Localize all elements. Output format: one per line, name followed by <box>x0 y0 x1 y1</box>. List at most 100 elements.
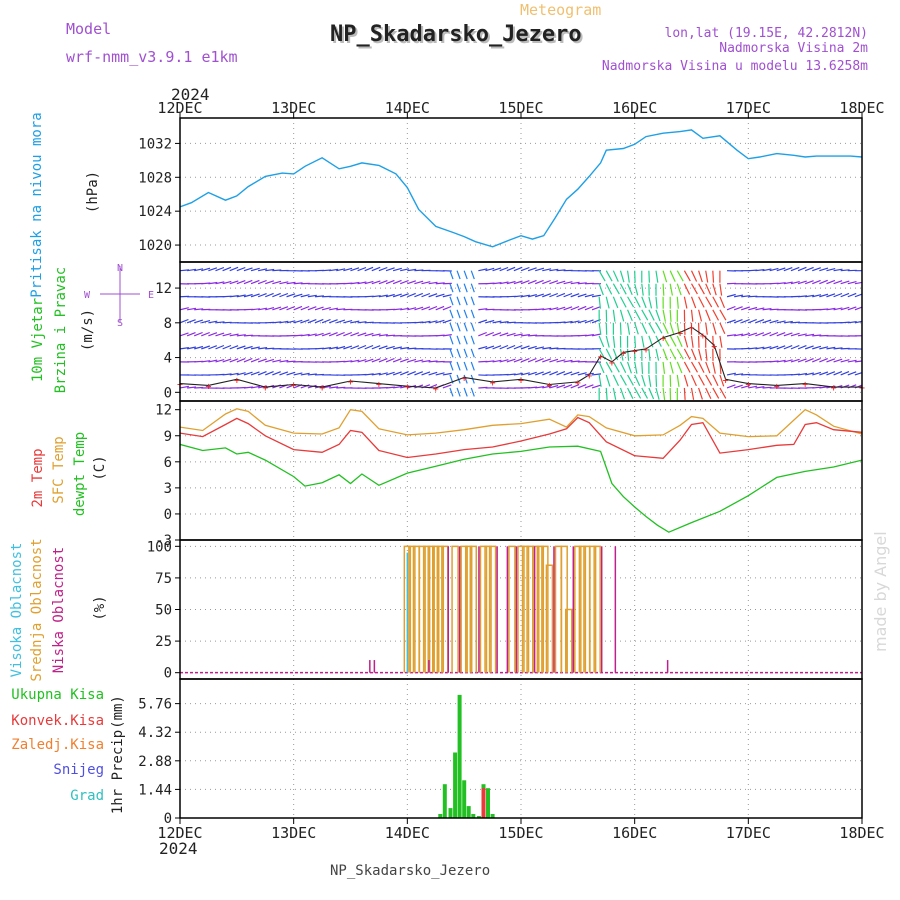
cloud-mid-bar <box>578 545 587 673</box>
wind-barb <box>449 309 454 319</box>
wind-barb <box>343 345 353 350</box>
ytick-label: 12 <box>155 403 172 419</box>
wind-barb <box>598 335 605 348</box>
wind-barb <box>549 292 559 298</box>
wind-barb <box>364 332 374 337</box>
wind-barb <box>293 305 303 311</box>
wind-barb <box>812 279 821 285</box>
ytick-label: 0 <box>164 666 172 682</box>
wind-barb <box>676 348 684 360</box>
wind-barb <box>258 268 268 272</box>
wind-barb <box>186 319 196 324</box>
wind-barb <box>527 371 537 376</box>
wind-barb <box>265 268 275 272</box>
wind-barb <box>612 309 616 322</box>
pressure-unit: (hPa) <box>85 171 101 213</box>
compass-rose-icon: N S W E <box>84 263 154 329</box>
wind-barb <box>428 281 438 285</box>
wind-barb <box>201 267 211 272</box>
wind-barb <box>577 305 587 311</box>
wind-barb <box>819 386 829 389</box>
wind-barb <box>676 374 680 387</box>
wind-barb <box>542 358 552 363</box>
legend-snow: Snijeg <box>53 762 104 778</box>
wind-barb <box>612 335 616 348</box>
wind-barb <box>790 281 800 285</box>
wind-barb <box>854 320 862 324</box>
wind-speed-marker: + <box>205 381 211 392</box>
wind-barb <box>187 268 197 272</box>
wind-barb <box>605 270 613 282</box>
wind-barb <box>180 332 189 337</box>
ytick-label: 0 <box>164 811 172 827</box>
wind-barb <box>556 292 566 298</box>
wind-barb <box>563 306 573 311</box>
cloud-mid-bar <box>536 545 545 673</box>
wind-barb <box>669 361 674 374</box>
wind-barb <box>194 308 204 311</box>
wind-barb <box>542 371 551 376</box>
precip-grid: 0 1.44 2.88 4.32 5.76 <box>138 679 862 827</box>
wind-barb <box>577 319 587 324</box>
wind-barb <box>570 281 580 285</box>
wind-barb <box>556 321 566 324</box>
wind-barb <box>648 296 653 309</box>
wind-barb <box>641 374 646 387</box>
wind-barb <box>797 333 807 337</box>
wind-unit: (m/s) <box>80 309 96 351</box>
wind-barb <box>421 371 431 376</box>
wind-speed-line <box>180 326 862 389</box>
wind-barb <box>847 371 857 376</box>
precip-total-bar <box>438 814 443 818</box>
xtick-label-bottom: 14DEC <box>385 824 430 842</box>
wind-barb <box>407 358 417 363</box>
wind-barb <box>357 344 367 350</box>
wind-barb <box>442 305 452 311</box>
wind-barb <box>470 296 475 306</box>
wind-barb <box>627 374 634 386</box>
wind-barb <box>357 266 367 272</box>
wind-barb <box>840 280 850 285</box>
wind-barb <box>279 306 289 311</box>
wind-barb <box>478 331 487 337</box>
wind-speed-marker: + <box>234 375 240 386</box>
wind-barb <box>421 292 431 298</box>
wind-barb <box>655 348 660 361</box>
wind-barb <box>535 346 545 350</box>
cloud-mid-bar <box>408 545 416 673</box>
wind-barb <box>385 345 395 350</box>
wind-barb <box>556 384 566 389</box>
wind-barb <box>591 384 601 389</box>
wind-barb <box>314 306 324 311</box>
wind-barb <box>861 322 862 323</box>
wind-barb <box>676 270 684 282</box>
wind-barb <box>528 334 538 337</box>
wind-barb <box>250 267 260 272</box>
wind-barb <box>542 279 551 285</box>
wind-barb <box>826 371 836 376</box>
wind-barb <box>392 279 402 285</box>
wind-barb <box>307 373 317 376</box>
wind-barb <box>683 361 691 373</box>
precip-total-bar <box>471 814 476 818</box>
wind-barb <box>534 279 544 285</box>
wind-barb <box>826 358 836 363</box>
xtick-label-bottom: 15DEC <box>498 824 543 842</box>
wind-barb <box>634 309 641 321</box>
wind-barb <box>513 280 523 285</box>
wind-speed-marker: + <box>802 380 808 391</box>
wind-barb <box>229 266 239 272</box>
cloud-mid-bar <box>508 545 516 673</box>
wind-barb <box>669 270 676 282</box>
wind-speed-marker: + <box>609 358 615 369</box>
wind-barb <box>265 307 275 311</box>
wind-barb <box>371 333 381 337</box>
wind-barb <box>492 332 502 337</box>
wind-barb <box>371 280 381 285</box>
wind-barb <box>314 332 324 337</box>
wind-barb <box>336 319 346 324</box>
wind-barb <box>407 347 417 350</box>
wind-barb <box>236 372 246 376</box>
wind-barb <box>470 270 475 280</box>
wind-barb <box>442 372 452 376</box>
